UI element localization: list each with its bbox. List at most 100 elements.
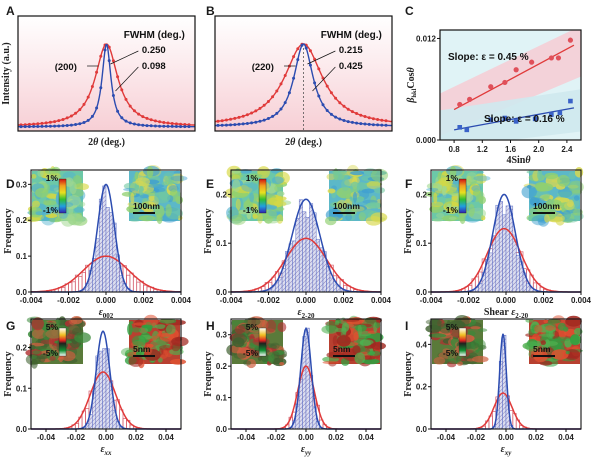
map-blob: [544, 341, 558, 346]
map-blob: [466, 172, 478, 182]
map-blob: [143, 343, 153, 356]
map-blob: [325, 321, 337, 327]
map-blob: [161, 181, 168, 186]
point-red: [513, 67, 519, 73]
map-blob: [141, 324, 153, 329]
map-blob: [525, 318, 534, 323]
colorbar-max-label: 1%: [46, 173, 59, 183]
point-red: [65, 116, 69, 120]
x-axis-label: 2θ (deg.): [285, 137, 322, 148]
bar-blue: [98, 350, 103, 430]
panel-label-d: D: [6, 177, 15, 191]
map-blob: [123, 182, 138, 190]
strain-map-right: [325, 164, 389, 226]
map-blob: [370, 168, 389, 182]
map-blob: [539, 360, 553, 366]
point-red: [266, 100, 270, 103]
map-blob: [341, 327, 347, 335]
map-blob: [336, 335, 351, 347]
map-blob: [163, 172, 175, 182]
point-red: [44, 121, 48, 125]
colorbar-max-label: 5%: [246, 322, 259, 332]
map-blob: [144, 189, 156, 195]
y-tick-label: 0.1: [416, 239, 428, 248]
point-red: [53, 120, 57, 124]
x-tick-label: -0.02: [267, 433, 286, 442]
bar-blue: [505, 205, 510, 293]
map-blob: [170, 175, 188, 182]
point-red: [363, 115, 367, 118]
point-red: [61, 118, 65, 121]
map-blob: [137, 345, 143, 353]
point-red: [120, 88, 124, 92]
map-blob: [521, 185, 537, 199]
map-blob: [70, 316, 83, 325]
point-blue: [296, 58, 300, 62]
point-blue: [557, 110, 563, 116]
map-blob: [362, 358, 380, 365]
map-blob: [154, 205, 165, 218]
point-blue: [32, 125, 36, 128]
point-red: [245, 113, 249, 117]
panel-g: 5% -5% 5nm -0.04 -0.02 0.00 0.02 0.04 0.0 0.1 0.2F…: [3, 314, 189, 457]
point-blue: [502, 115, 508, 121]
map-blob: [432, 218, 444, 222]
y-axis-label: Frequency: [403, 208, 414, 253]
point-red: [334, 96, 338, 100]
bar-red: [129, 272, 134, 293]
map-blob: [149, 339, 167, 352]
map-blob: [361, 188, 375, 194]
colorbar-min-label: -5%: [443, 348, 459, 358]
point-blue: [363, 122, 367, 126]
x-tick-label: -0.002: [257, 296, 280, 305]
point-red: [32, 122, 36, 126]
x-tick-label: 0.002: [333, 296, 354, 305]
map-blob: [333, 171, 343, 180]
bar-blue: [305, 217, 310, 293]
map-blob: [538, 333, 555, 337]
y-tick-label: 0.4: [416, 340, 428, 349]
map-blob: [238, 209, 250, 215]
map-blob: [277, 322, 287, 333]
colorbar-max-label: 5%: [446, 322, 459, 332]
x-tick-label: 0.04: [158, 433, 174, 442]
point-blue: [145, 124, 149, 128]
map-blob: [554, 336, 572, 341]
map-blob: [375, 322, 381, 329]
y-tick-label: 0.3: [216, 331, 228, 340]
point-blue: [250, 121, 254, 125]
point-blue: [258, 119, 262, 123]
map-blob: [72, 327, 84, 336]
bar-red: [132, 276, 138, 293]
colorbar-max-label: 1%: [446, 173, 459, 183]
pointer-line: [110, 50, 139, 65]
bar-blue: [95, 238, 100, 293]
fit-curve-red: [231, 237, 381, 293]
colorbar-min-label: -1%: [43, 205, 59, 215]
map-blob: [473, 175, 491, 182]
x-axis-label: εxx: [100, 444, 112, 457]
map-blob: [426, 182, 441, 190]
x-tick-label: 0.02: [128, 433, 144, 442]
map-blob: [234, 325, 246, 334]
point-red: [502, 79, 508, 86]
point-red: [179, 122, 183, 126]
point-blue: [166, 124, 170, 128]
map-blob: [430, 201, 444, 207]
map-blob: [332, 335, 339, 347]
point-blue: [57, 124, 61, 128]
map-blob: [241, 181, 258, 192]
x-tick-label: 0.002: [133, 296, 154, 305]
point-blue: [266, 117, 270, 120]
panel-f: 1% -1% 100nm -0.004 -0.002 0.000 0.002 0.004 0.0…: [403, 165, 592, 320]
map-blob: [563, 326, 569, 332]
point-blue: [153, 124, 157, 128]
y-tick-label: 0.0: [216, 425, 228, 434]
point-red: [355, 112, 359, 115]
panel-i: 5% -5% 5nm -0.04 -0.02 0.00 0.02 0.04 0.0 0.2 0.4F…: [403, 315, 583, 457]
y-tick-label: 0.2: [16, 344, 28, 353]
strain-map-left: [25, 316, 91, 369]
map-blob: [471, 338, 486, 351]
point-blue: [74, 123, 78, 126]
map-blob: [448, 320, 466, 330]
